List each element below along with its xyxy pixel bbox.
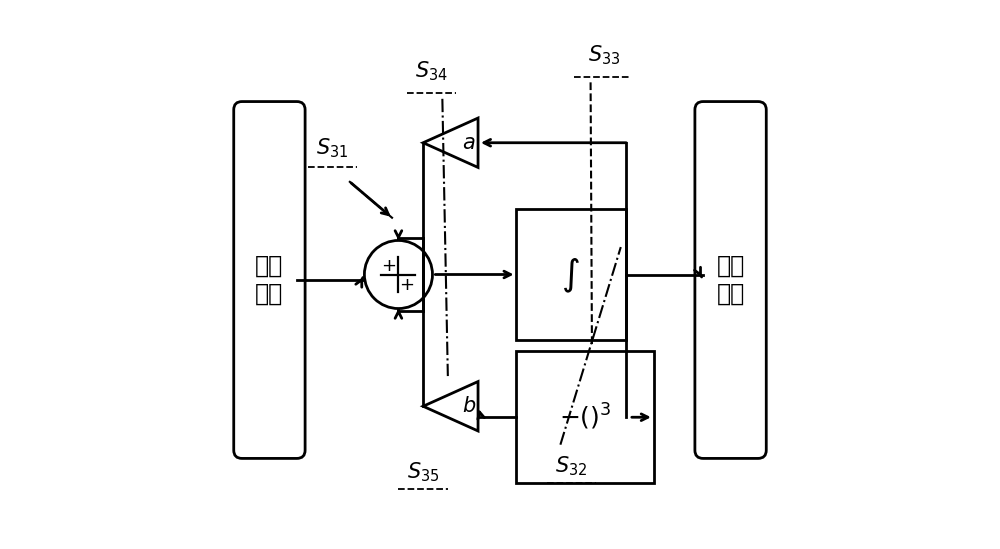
- Text: +: +: [381, 257, 396, 275]
- Text: $S_{33}$: $S_{33}$: [588, 43, 621, 66]
- Bar: [516, 351, 654, 483]
- FancyBboxPatch shape: [695, 102, 766, 458]
- Bar: [516, 209, 626, 340]
- Text: $S_{31}$: $S_{31}$: [316, 137, 349, 160]
- Text: $S_{32}$: $S_{32}$: [555, 455, 588, 478]
- Text: b: b: [462, 396, 475, 416]
- Text: a: a: [462, 133, 475, 153]
- Text: +: +: [399, 276, 414, 294]
- Text: 输入
信号: 输入 信号: [255, 254, 284, 306]
- Text: $S_{34}$: $S_{34}$: [415, 60, 448, 83]
- Text: 输出
信号: 输出 信号: [716, 254, 745, 306]
- Text: $-(  )^3$: $-( )^3$: [559, 402, 611, 433]
- Text: $S_{35}$: $S_{35}$: [407, 461, 439, 484]
- FancyBboxPatch shape: [234, 102, 305, 458]
- Text: ∫: ∫: [562, 257, 581, 292]
